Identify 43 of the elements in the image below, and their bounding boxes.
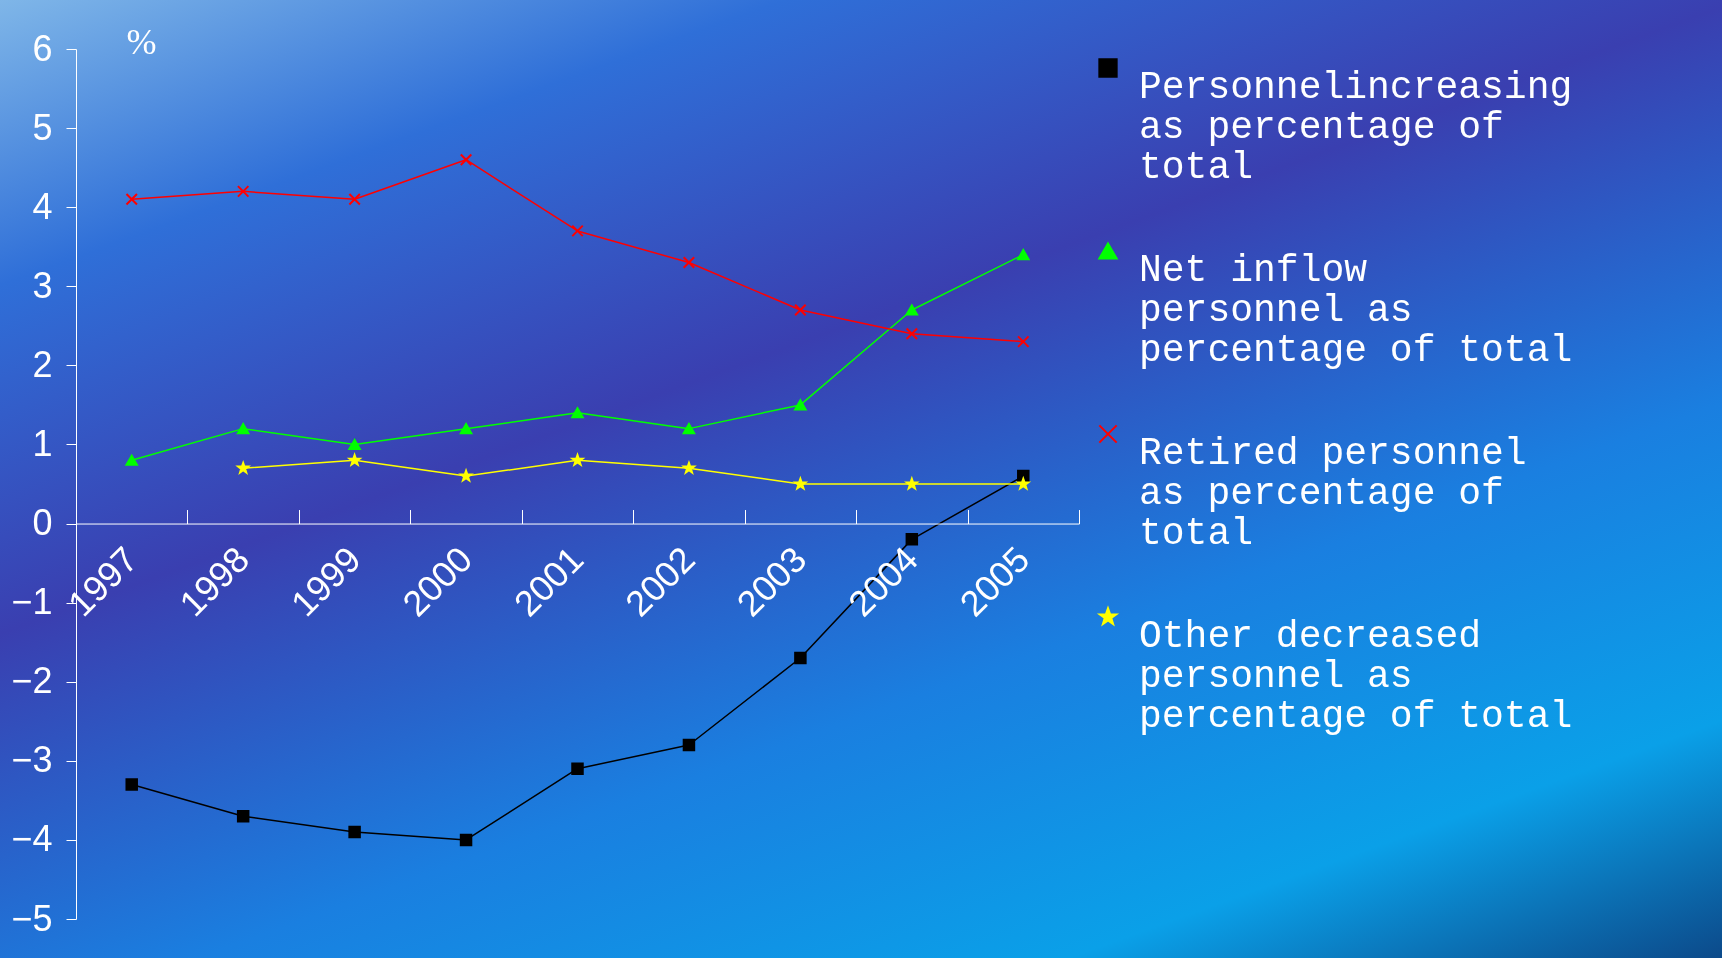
- point: [459, 423, 473, 435]
- point: [571, 407, 584, 419]
- y-tick-label: 2: [32, 343, 53, 385]
- y-tick-label: −5: [11, 897, 53, 939]
- point: [682, 423, 696, 435]
- point: [571, 762, 584, 775]
- point: [794, 651, 807, 665]
- point: [459, 833, 473, 847]
- y-tick-label: −4: [11, 818, 53, 860]
- point: [905, 533, 919, 546]
- point: [125, 193, 138, 206]
- point: [348, 193, 361, 206]
- y-tick-label: 3: [32, 264, 53, 306]
- point: [794, 399, 807, 411]
- point: [236, 185, 250, 198]
- point: [682, 738, 696, 752]
- point: [1017, 249, 1030, 261]
- point: [236, 423, 250, 435]
- point: [682, 256, 696, 269]
- y-tick-label: −3: [11, 739, 53, 781]
- point: [348, 438, 361, 450]
- legend-label: Retired personnel as percentage of total: [1139, 432, 1527, 555]
- y-tick-label: −1: [11, 581, 53, 623]
- point: [794, 303, 807, 317]
- y-tick-label: −2: [11, 660, 53, 702]
- point: [125, 454, 138, 466]
- point: [571, 224, 584, 238]
- legend-label: Personnelincreasing as percentage of total: [1139, 66, 1573, 189]
- point: [905, 327, 919, 340]
- point: [905, 304, 919, 316]
- point: [125, 778, 138, 791]
- y-tick-label: 4: [32, 185, 53, 227]
- point: [459, 153, 473, 166]
- y-tick-label: 1: [32, 422, 53, 464]
- point: [236, 809, 250, 823]
- y-tick-label: 0: [32, 502, 53, 544]
- y-axis-title: %: [126, 21, 157, 62]
- y-tick-label: 5: [32, 106, 53, 148]
- point: [1017, 335, 1030, 348]
- legend-label: Net inflow personnel as percentage of total: [1139, 249, 1573, 372]
- point: [348, 825, 361, 839]
- legend-label: Other decreased personnel as percentage of total: [1139, 615, 1573, 738]
- y-tick-label: 6: [32, 27, 53, 69]
